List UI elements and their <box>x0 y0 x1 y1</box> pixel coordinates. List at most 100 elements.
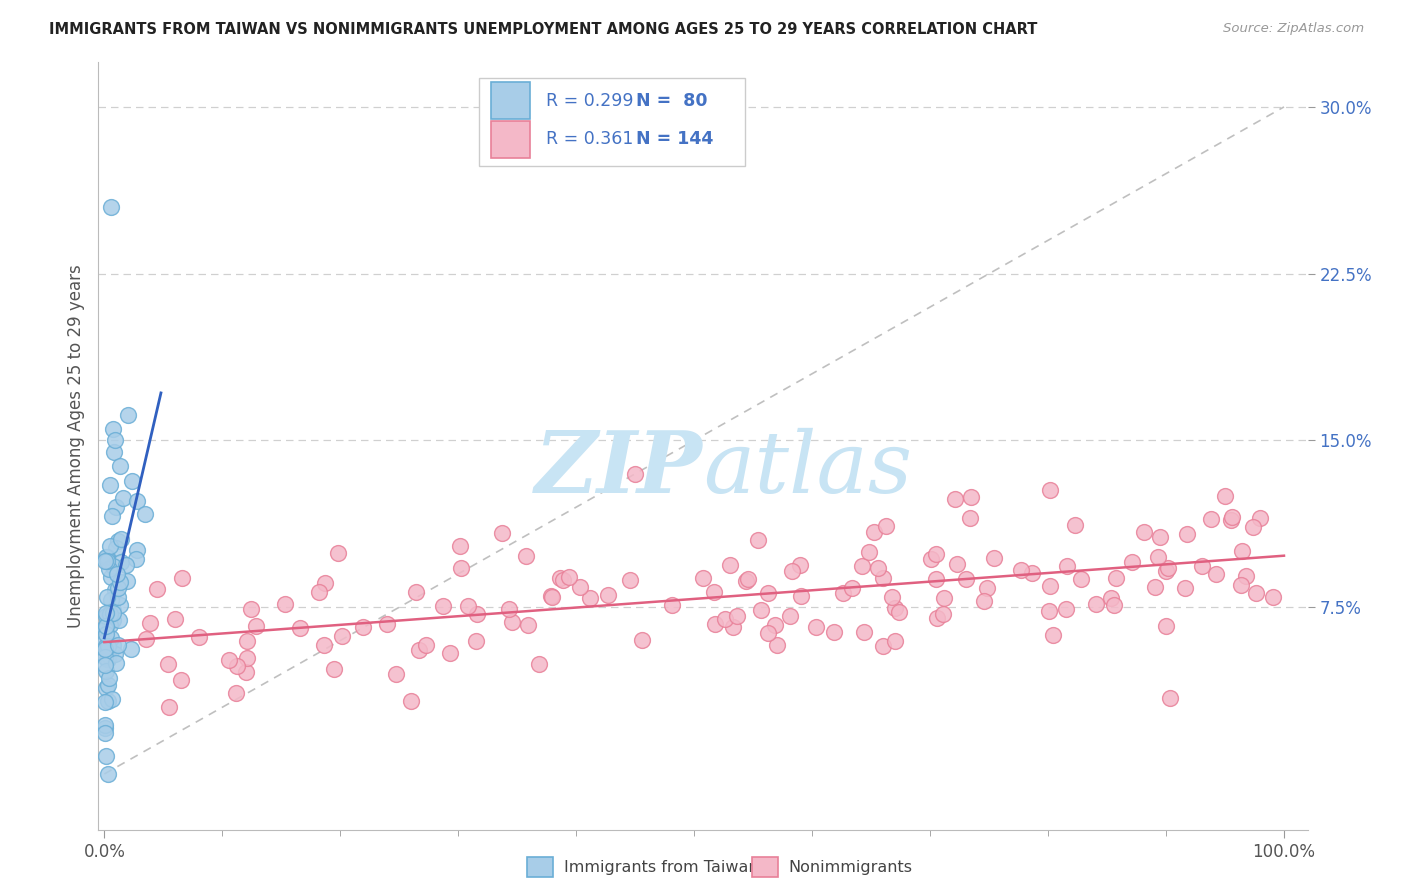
Point <box>245 619 267 633</box>
Point <box>156 657 179 672</box>
Point <box>103 602 125 616</box>
Point <box>883 600 905 615</box>
Point <box>332 629 354 643</box>
Point <box>955 572 977 586</box>
Point <box>1132 524 1154 539</box>
Point <box>235 665 257 679</box>
Point <box>117 408 139 422</box>
Point <box>97 607 120 621</box>
Point <box>943 491 966 506</box>
Point <box>550 571 572 585</box>
Point <box>875 518 897 533</box>
Point <box>465 607 488 622</box>
Point <box>96 619 118 633</box>
Point <box>375 617 398 632</box>
Point <box>725 608 748 623</box>
Point <box>98 478 121 492</box>
Point <box>1102 599 1125 613</box>
Point <box>515 549 537 563</box>
Point <box>927 611 949 625</box>
Point <box>756 586 779 600</box>
FancyBboxPatch shape <box>492 120 530 158</box>
Point <box>97 643 120 657</box>
Point <box>1149 530 1171 544</box>
Point <box>110 555 132 569</box>
FancyBboxPatch shape <box>479 78 745 166</box>
Point <box>858 545 880 559</box>
Point <box>1070 573 1092 587</box>
Point <box>96 549 118 564</box>
Point <box>749 602 772 616</box>
Point <box>959 510 981 524</box>
Point <box>134 507 156 521</box>
Point <box>107 533 129 548</box>
Point <box>157 700 180 714</box>
Point <box>96 627 118 641</box>
Point <box>932 591 955 605</box>
Point <box>763 618 786 632</box>
Point <box>225 686 247 700</box>
Point <box>1147 550 1170 565</box>
Point <box>619 573 641 587</box>
Y-axis label: Unemployment Among Ages 25 to 29 years: Unemployment Among Ages 25 to 29 years <box>66 264 84 628</box>
Text: R = 0.361: R = 0.361 <box>546 130 633 148</box>
Point <box>464 634 486 648</box>
Point <box>1159 691 1181 706</box>
Point <box>94 641 117 656</box>
Point <box>94 718 117 732</box>
Point <box>516 617 538 632</box>
Point <box>841 581 863 595</box>
Point <box>94 721 117 735</box>
Point <box>98 539 121 553</box>
Point <box>101 606 124 620</box>
Point <box>823 625 845 640</box>
Point <box>96 639 118 653</box>
Point <box>1085 598 1108 612</box>
Point <box>170 673 193 687</box>
Point <box>100 570 122 584</box>
Point <box>790 589 813 603</box>
Point <box>134 632 156 647</box>
Point <box>127 543 149 558</box>
Point <box>553 573 575 587</box>
Point <box>94 749 117 764</box>
Point <box>405 584 427 599</box>
Point <box>103 647 125 661</box>
Text: Nonimmigrants: Nonimmigrants <box>789 861 912 875</box>
Point <box>973 594 995 608</box>
Point <box>385 666 408 681</box>
Point <box>1246 586 1268 600</box>
Point <box>105 500 128 515</box>
Point <box>114 558 136 572</box>
Point <box>1143 580 1166 594</box>
Point <box>163 612 186 626</box>
Point <box>100 631 122 645</box>
Point <box>449 539 471 553</box>
Point <box>115 574 138 588</box>
Point <box>439 646 461 660</box>
Point <box>1157 561 1180 575</box>
Point <box>94 650 117 665</box>
Point <box>125 551 148 566</box>
Point <box>107 638 129 652</box>
Point <box>1039 579 1062 593</box>
Point <box>569 580 592 594</box>
Point <box>789 558 811 573</box>
Text: N =  80: N = 80 <box>637 92 709 110</box>
Point <box>94 606 117 620</box>
Point <box>108 459 131 474</box>
Point <box>236 634 259 648</box>
Point <box>110 532 132 546</box>
Point <box>529 657 551 671</box>
Point <box>146 582 169 596</box>
Point <box>692 571 714 585</box>
Point <box>399 694 422 708</box>
Point <box>1038 603 1060 617</box>
Point <box>868 560 890 574</box>
Point <box>108 599 131 613</box>
Point <box>457 599 479 613</box>
Point <box>703 585 725 599</box>
Point <box>94 726 117 740</box>
Point <box>101 638 124 652</box>
Point <box>1154 619 1177 633</box>
